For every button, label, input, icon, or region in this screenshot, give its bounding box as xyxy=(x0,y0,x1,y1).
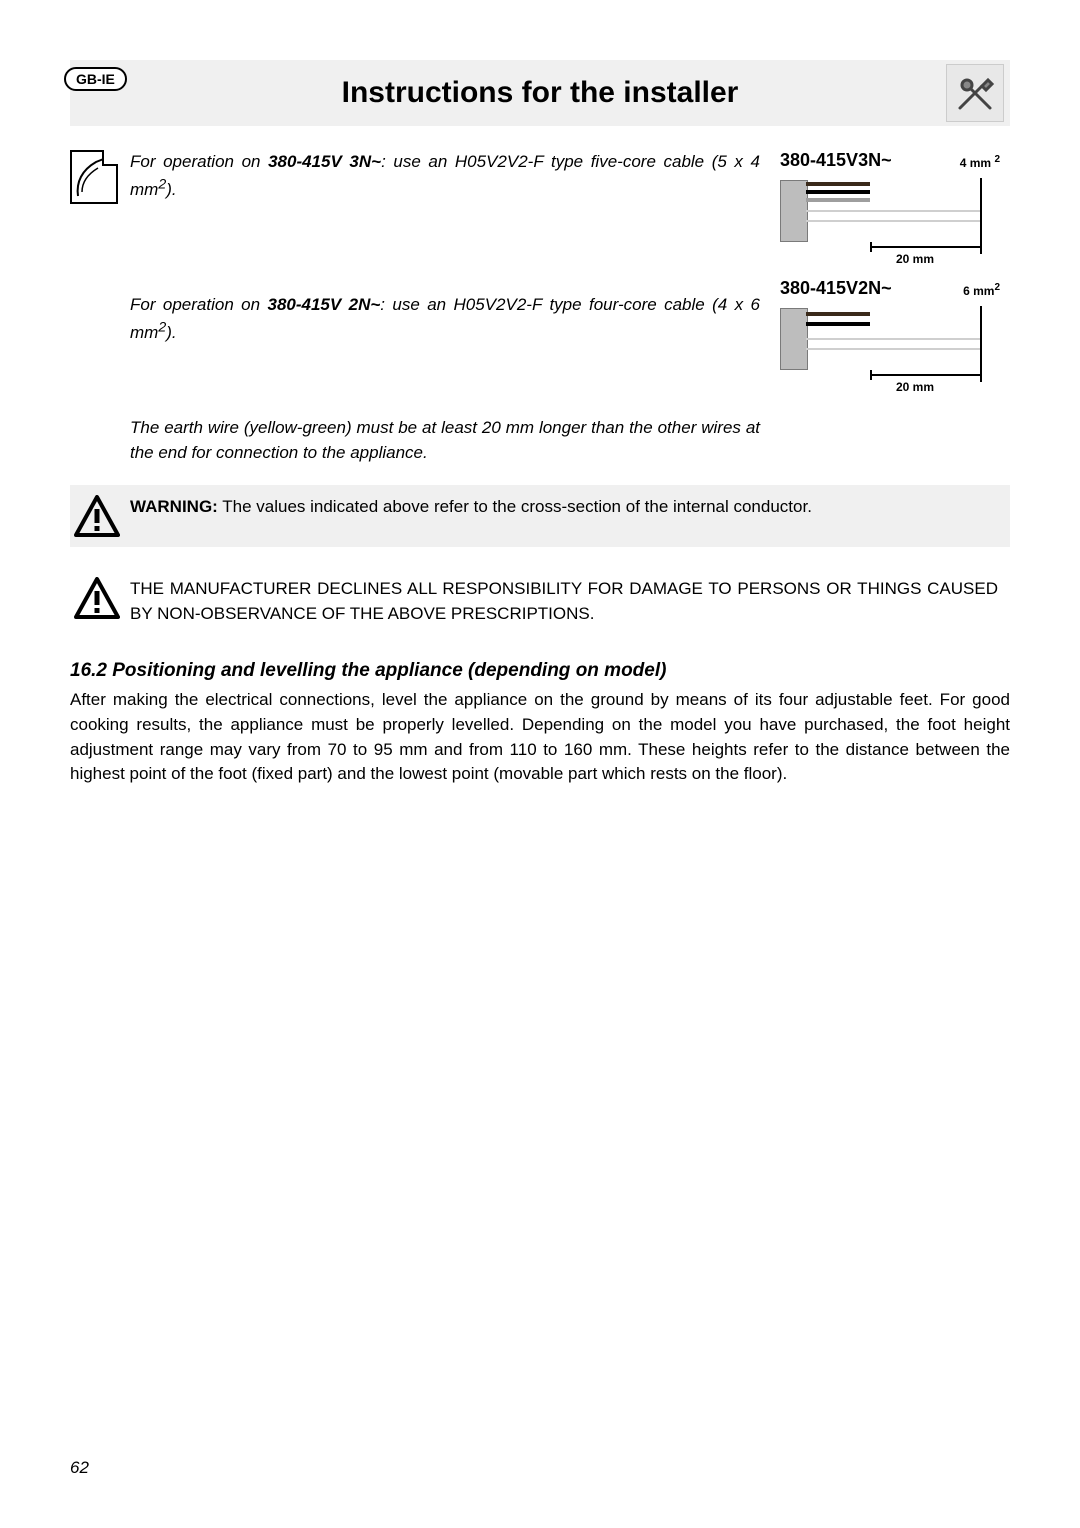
d1-gnd-label: 20 mm xyxy=(896,252,934,266)
warning-band-1: WARNING: The values indicated above refe… xyxy=(70,485,1010,547)
cable-spec-row-3n: For operation on 380-415V 3N~: use an H0… xyxy=(70,150,1010,465)
section-16-2-body: After making the electrical connections,… xyxy=(70,688,1010,787)
wire-earth xyxy=(806,220,980,222)
c1-pre: For operation on xyxy=(130,152,268,171)
cable-sheath-icon xyxy=(780,308,808,370)
wire-black xyxy=(806,190,870,194)
warning-icon xyxy=(74,577,120,619)
w1-bold: WARNING: xyxy=(130,497,218,516)
d2-gnd-label: 20 mm xyxy=(896,380,934,394)
wire-earth xyxy=(806,348,980,350)
warning-1-text: WARNING: The values indicated above refe… xyxy=(130,495,1010,520)
note-icon xyxy=(70,150,118,204)
wire-brown xyxy=(806,182,870,186)
d1-title: 380-415V3N~ xyxy=(780,150,892,170)
warning-icon xyxy=(74,495,120,537)
wire-black xyxy=(806,322,870,326)
c1-bold: 380-415V 3N~ xyxy=(268,152,381,171)
c1-tail: ). xyxy=(166,180,176,199)
wire-grey xyxy=(806,198,870,202)
page: GB-IE Instructions for the installer xyxy=(70,60,1010,787)
warning-2-text: THE MANUFACTURER DECLINES ALL RESPONSIBI… xyxy=(130,577,1010,626)
earth-note: The earth wire (yellow-green) must be at… xyxy=(130,418,760,462)
c2-tail: ). xyxy=(166,323,176,342)
wiring-diagram-3n: 380-415V3N~ 4 mm 2 20 mm xyxy=(780,150,1000,270)
cable-sheath-icon xyxy=(780,180,808,242)
wire-brown xyxy=(806,312,870,316)
d2-title: 380-415V2N~ xyxy=(780,278,892,298)
d1-gauge: 4 mm 2 xyxy=(960,154,1000,170)
dim-tick-l xyxy=(870,370,872,380)
dim-tick-r xyxy=(980,370,982,380)
wire-neutral xyxy=(806,338,980,340)
installer-tools-icon xyxy=(946,64,1004,122)
c2-bold: 380-415V 2N~ xyxy=(268,295,381,314)
cable-3n-text: For operation on 380-415V 3N~: use an H0… xyxy=(130,150,780,465)
dim-tick-l xyxy=(870,242,872,252)
dim-gnd xyxy=(870,246,980,248)
note-icon-col xyxy=(70,150,130,204)
lang-badge: GB-IE xyxy=(64,67,127,91)
section-16-2-title: 16.2 Positioning and levelling the appli… xyxy=(70,660,1010,682)
d2-gauge: 6 mm2 xyxy=(963,282,1000,298)
w1-text: The values indicated above refer to the … xyxy=(218,497,812,516)
c2-pre: For operation on xyxy=(130,295,268,314)
warning-band-2: THE MANUFACTURER DECLINES ALL RESPONSIBI… xyxy=(70,567,1010,636)
wiring-diagrams: 380-415V3N~ 4 mm 2 20 mm 380-415V2N~ 6 m… xyxy=(780,150,1010,406)
wire-neutral xyxy=(806,210,980,212)
wiring-diagram-2n: 380-415V2N~ 6 mm2 20 mm xyxy=(780,278,1000,398)
dim-tick-r xyxy=(980,242,982,252)
page-title: Instructions for the installer xyxy=(342,76,739,110)
page-number: 62 xyxy=(70,1458,89,1478)
header-bar: GB-IE Instructions for the installer xyxy=(70,60,1010,126)
dim-gnd xyxy=(870,374,980,376)
